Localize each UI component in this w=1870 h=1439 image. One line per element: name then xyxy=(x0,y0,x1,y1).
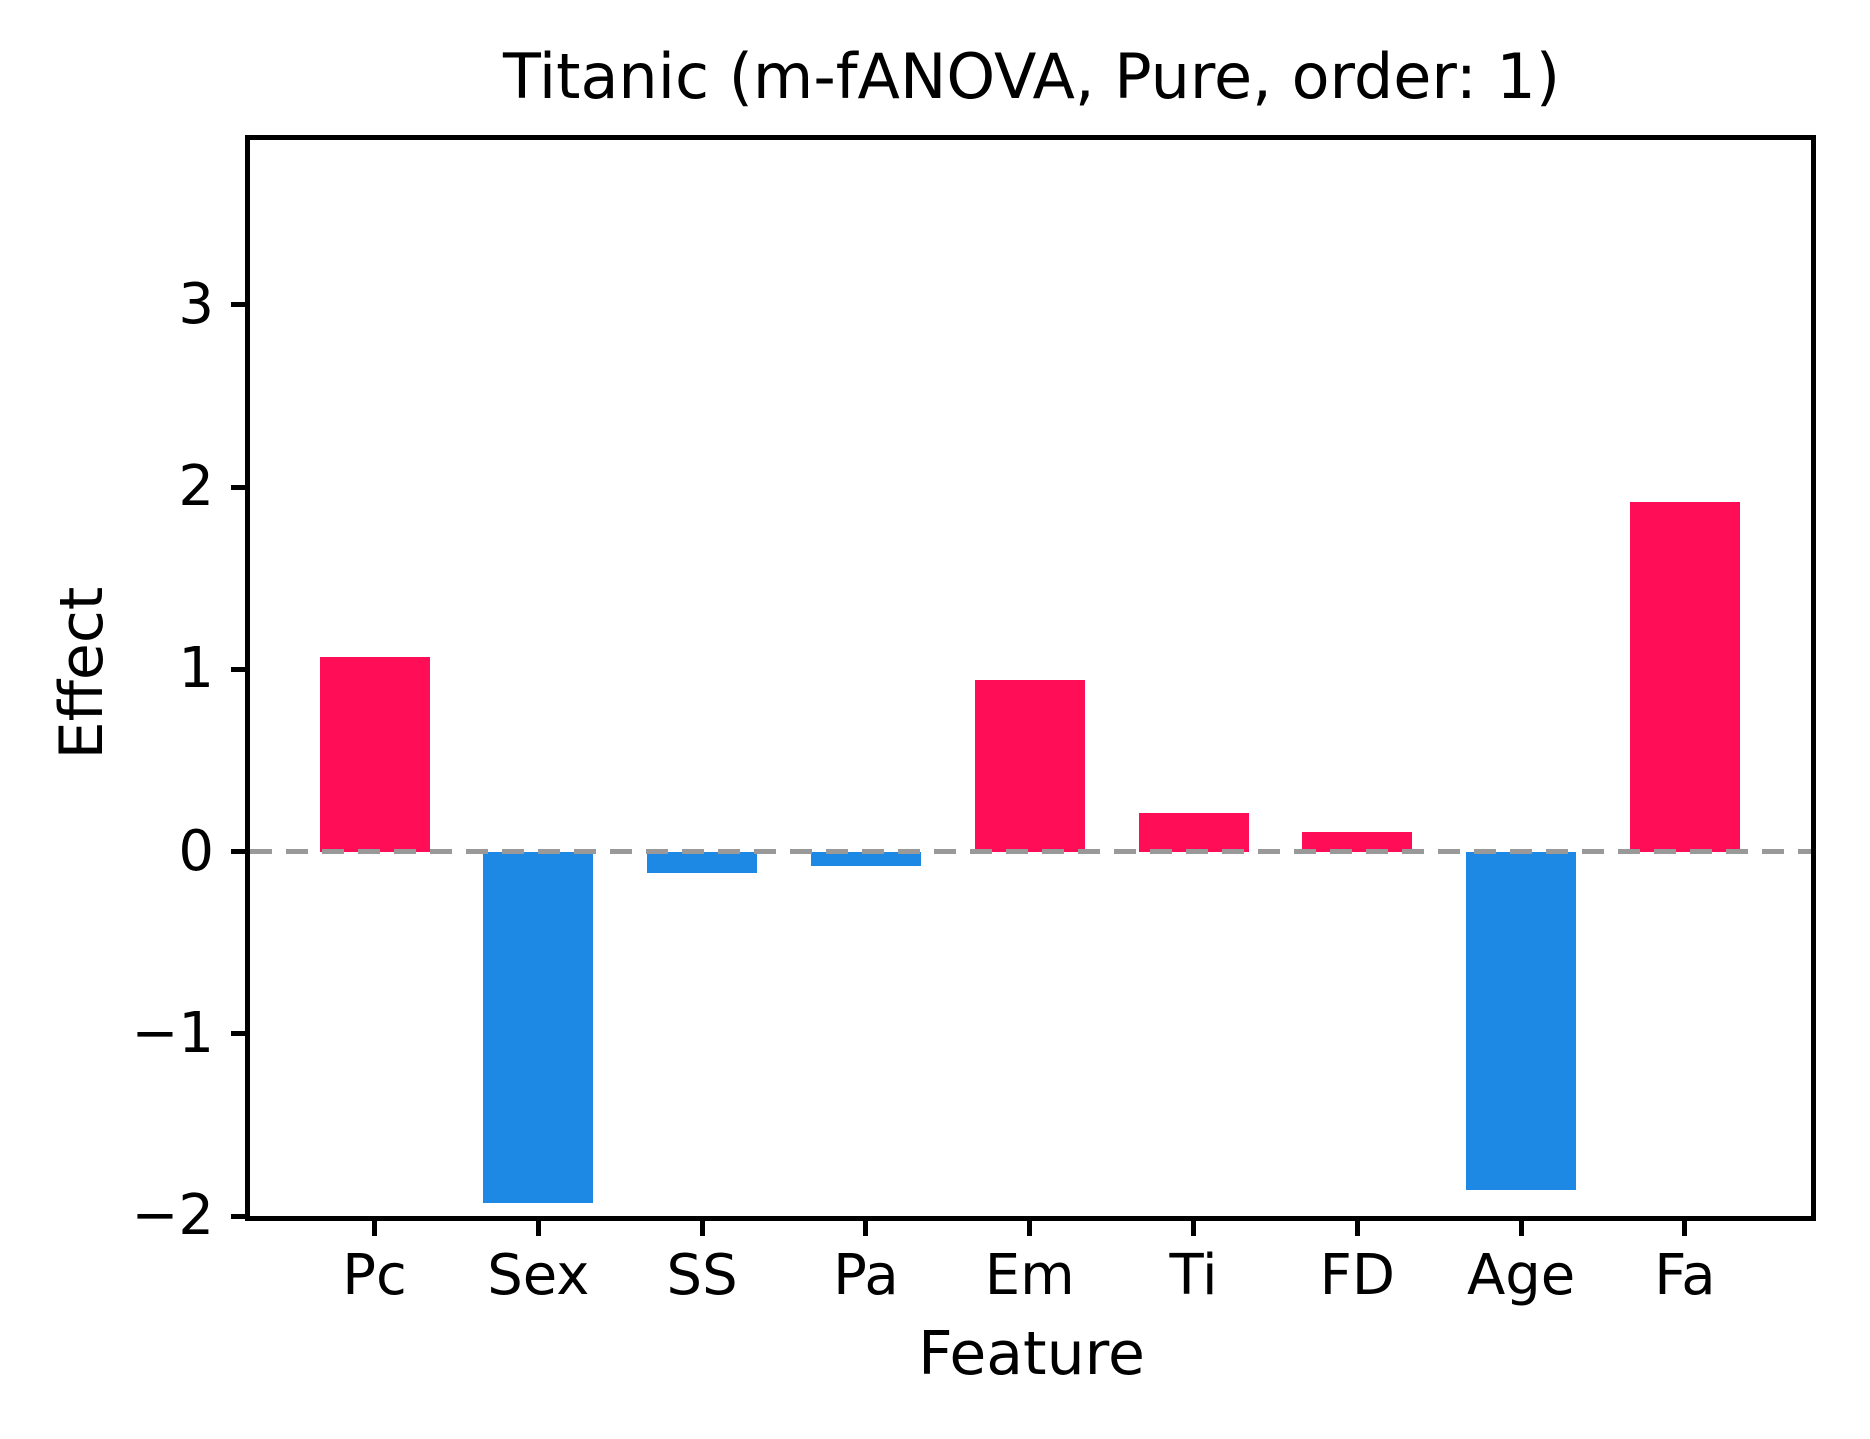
zero-dashed-line xyxy=(250,849,1811,855)
x-tick-label: SS xyxy=(666,1243,738,1308)
x-tick-mark xyxy=(863,1218,869,1236)
x-tick-label: Fa xyxy=(1654,1243,1716,1308)
y-tick-mark xyxy=(230,1213,248,1219)
bar-SS xyxy=(647,851,758,874)
bar-Pa xyxy=(810,851,921,867)
x-tick-mark xyxy=(1518,1218,1524,1236)
bar-FD xyxy=(1302,831,1413,852)
bar-Pc xyxy=(319,656,430,852)
x-tick-mark xyxy=(1354,1218,1360,1236)
x-tick-label: Em xyxy=(984,1243,1075,1308)
bar-Em xyxy=(974,680,1085,852)
chart-title: Titanic (m-fANOVA, Pure, order: 1) xyxy=(502,40,1561,113)
y-tick-label: 0 xyxy=(178,818,214,884)
x-tick-label: Pa xyxy=(833,1243,899,1308)
x-tick-mark xyxy=(1682,1218,1688,1236)
y-tick-mark xyxy=(230,849,248,855)
plot-inner xyxy=(250,140,1811,1216)
y-tick-mark xyxy=(230,302,248,308)
bar-Fa xyxy=(1629,501,1740,852)
bar-Ti xyxy=(1138,813,1249,852)
y-tick-mark xyxy=(230,666,248,672)
y-tick-label: −2 xyxy=(131,1183,214,1248)
x-tick-label: Pc xyxy=(342,1243,407,1308)
y-tick-label: 3 xyxy=(178,271,214,337)
bar-Sex xyxy=(483,851,594,1204)
y-tick-label: −1 xyxy=(131,1000,214,1066)
y-tick-label: 1 xyxy=(178,636,214,702)
x-tick-mark xyxy=(372,1218,377,1236)
x-tick-label: FD xyxy=(1319,1243,1395,1308)
plot-area xyxy=(245,135,1816,1221)
x-tick-label: Ti xyxy=(1169,1243,1218,1308)
y-axis-label: Effect xyxy=(47,586,117,760)
y-tick-mark xyxy=(230,484,248,490)
y-tick-label: 2 xyxy=(178,454,214,520)
x-tick-label: Sex xyxy=(487,1243,590,1308)
x-tick-label: Age xyxy=(1466,1243,1576,1308)
y-tick-mark xyxy=(230,1031,248,1037)
x-tick-mark xyxy=(1027,1218,1033,1236)
x-axis-label: Feature xyxy=(918,1319,1145,1389)
x-tick-mark xyxy=(699,1218,705,1236)
x-tick-mark xyxy=(1191,1218,1196,1236)
x-tick-mark xyxy=(535,1218,541,1236)
bar-Age xyxy=(1466,851,1577,1191)
